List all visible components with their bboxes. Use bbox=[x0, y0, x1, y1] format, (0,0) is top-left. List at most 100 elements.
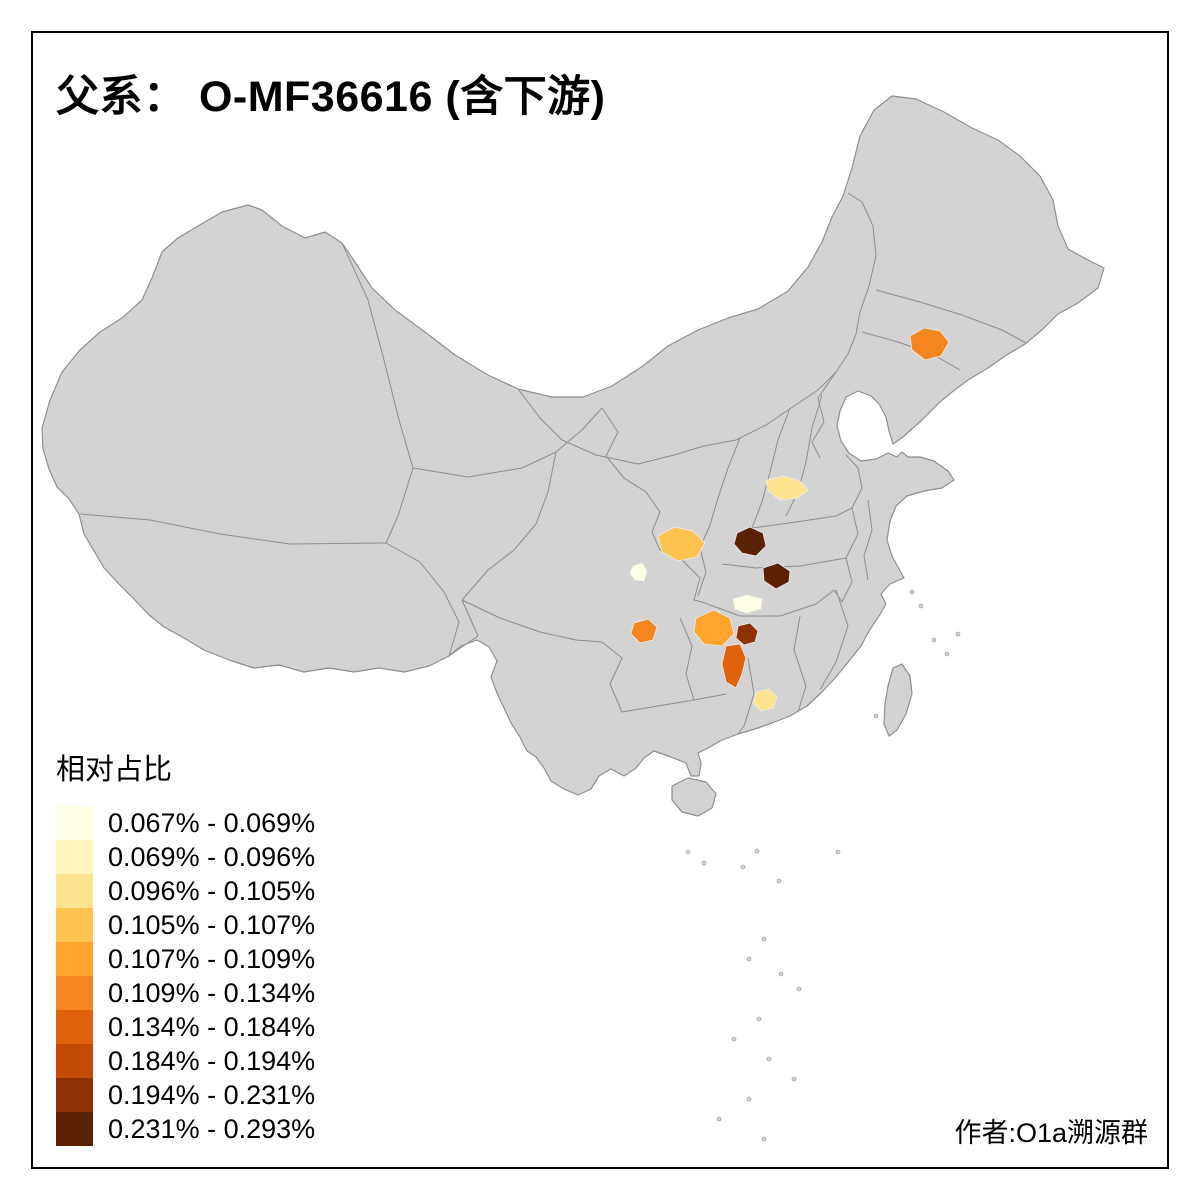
highlight-region-chongqing bbox=[657, 526, 706, 562]
islet-dot bbox=[944, 651, 950, 657]
province-border bbox=[461, 451, 557, 601]
legend-swatch bbox=[56, 874, 93, 908]
legend-swatch bbox=[56, 840, 93, 874]
legend-item: 0.231% - 0.293% bbox=[56, 1112, 315, 1146]
highlight-regions bbox=[629, 327, 950, 712]
province-border bbox=[863, 499, 873, 581]
province-border bbox=[461, 599, 603, 643]
legend-items: 0.067% - 0.069% 0.069% - 0.096% 0.096% - 0… bbox=[56, 806, 315, 1146]
islet-dot bbox=[761, 936, 767, 942]
province-border bbox=[679, 617, 695, 701]
province-border bbox=[601, 407, 661, 551]
legend-item: 0.134% - 0.184% bbox=[56, 1010, 315, 1044]
islet-dot bbox=[796, 986, 802, 992]
highlight-region-central-plain bbox=[765, 475, 809, 501]
legend-label: 0.231% - 0.293% bbox=[108, 1113, 316, 1144]
islet-dot bbox=[778, 971, 784, 977]
islet-dot bbox=[761, 1136, 767, 1142]
legend-label: 0.134% - 0.184% bbox=[108, 1011, 316, 1042]
legend-item: 0.109% - 0.134% bbox=[56, 976, 315, 1010]
legend: 相对占比 0.067% - 0.069% 0.069% - 0.096% 0.096… bbox=[56, 746, 315, 1146]
legend-swatch bbox=[56, 1078, 93, 1112]
legend-label: 0.105% - 0.107% bbox=[108, 909, 316, 940]
legend-item: 0.105% - 0.107% bbox=[56, 908, 315, 942]
islet-dot bbox=[756, 1016, 762, 1022]
highlight-region-northeast bbox=[909, 327, 950, 361]
legend-swatch bbox=[56, 1010, 93, 1044]
legend-swatch bbox=[56, 908, 93, 942]
province-border bbox=[385, 542, 460, 657]
province-border bbox=[701, 589, 835, 617]
province-border bbox=[737, 657, 755, 735]
highlight-region-pale-yellow-south bbox=[752, 688, 778, 712]
legend-label: 0.067% - 0.069% bbox=[108, 807, 316, 838]
islet-dot bbox=[955, 631, 961, 637]
highlight-region-small-cream-west bbox=[629, 562, 648, 582]
islet-dot bbox=[716, 1116, 722, 1122]
legend-label: 0.184% - 0.194% bbox=[108, 1045, 316, 1076]
islet-dot bbox=[746, 956, 752, 962]
islet-dot bbox=[873, 713, 879, 719]
legend-swatch bbox=[56, 1044, 93, 1078]
province-border bbox=[875, 289, 1027, 344]
province-border bbox=[845, 507, 859, 559]
islet-dot bbox=[701, 860, 707, 866]
province-border bbox=[697, 437, 741, 597]
islet-dot bbox=[740, 864, 746, 870]
province-border bbox=[448, 599, 479, 657]
province-border bbox=[785, 394, 823, 517]
legend-item: 0.067% - 0.069% bbox=[56, 806, 315, 840]
islet-dot bbox=[685, 849, 691, 855]
page-title: 父系： O-MF36616 (含下游) bbox=[56, 73, 606, 121]
highlight-region-cream-central bbox=[732, 594, 763, 614]
mainland-shape bbox=[41, 95, 1105, 796]
legend-label: 0.069% - 0.096% bbox=[108, 841, 316, 872]
province-border bbox=[751, 507, 853, 529]
islet-group bbox=[685, 589, 961, 1142]
province-border bbox=[845, 454, 863, 509]
author-credit: 作者:O1a溯源群 bbox=[954, 1118, 1148, 1148]
legend-item: 0.069% - 0.096% bbox=[56, 840, 315, 874]
province-border bbox=[412, 407, 603, 478]
highlight-region-guizhou-orange bbox=[630, 618, 658, 644]
legend-label: 0.107% - 0.109% bbox=[108, 943, 316, 974]
landmass-group bbox=[41, 95, 1105, 817]
province-border bbox=[793, 615, 807, 713]
legend-label: 0.109% - 0.134% bbox=[108, 977, 316, 1008]
province-border bbox=[811, 371, 837, 459]
legend-swatch bbox=[56, 806, 93, 840]
province-border bbox=[517, 311, 861, 465]
legend-label: 0.194% - 0.231% bbox=[108, 1079, 316, 1110]
legend-title: 相对占比 bbox=[56, 754, 173, 786]
legend-item: 0.096% - 0.105% bbox=[56, 874, 315, 908]
islet-dot bbox=[746, 1096, 752, 1102]
province-border bbox=[341, 242, 414, 544]
islet-dot bbox=[918, 603, 924, 609]
legend-swatch bbox=[56, 942, 93, 976]
legend-swatch bbox=[56, 1112, 93, 1146]
islet-dot bbox=[776, 878, 782, 884]
province-border bbox=[601, 641, 623, 713]
islet-dot bbox=[835, 849, 841, 855]
legend-item: 0.107% - 0.109% bbox=[56, 942, 315, 976]
province-border bbox=[819, 589, 849, 691]
islet-dot bbox=[931, 637, 937, 643]
highlight-region-orange-strip-south bbox=[721, 643, 747, 689]
province-border bbox=[751, 407, 791, 529]
highlight-region-dark-red-central bbox=[735, 622, 759, 646]
legend-item: 0.194% - 0.231% bbox=[56, 1078, 315, 1112]
highlight-region-dark-brown-north bbox=[733, 526, 767, 557]
province-borders bbox=[79, 192, 1027, 735]
islet-dot bbox=[909, 589, 915, 595]
taiwan-island-shape bbox=[883, 663, 913, 737]
highlight-region-west-hunan-orange bbox=[693, 609, 735, 647]
hainan-island-shape bbox=[671, 777, 717, 817]
province-border bbox=[847, 192, 877, 313]
islet-dot bbox=[754, 848, 760, 854]
islet-dot bbox=[766, 1056, 772, 1062]
islet-dot bbox=[731, 1036, 737, 1042]
legend-item: 0.184% - 0.194% bbox=[56, 1044, 315, 1078]
islet-dot bbox=[791, 1076, 797, 1082]
